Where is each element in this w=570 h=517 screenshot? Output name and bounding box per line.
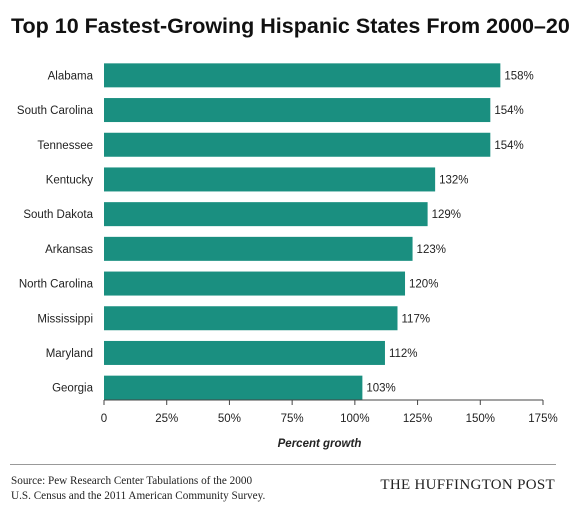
bar-maryland bbox=[104, 340, 385, 365]
data-label: 112% bbox=[389, 348, 418, 360]
data-label: 129% bbox=[432, 209, 461, 221]
chart-footer: Source: Pew Research Center Tabulations … bbox=[0, 452, 570, 517]
bar-tennessee bbox=[104, 132, 491, 157]
x-tick-label: 50% bbox=[218, 413, 241, 425]
data-label: 123% bbox=[417, 244, 446, 256]
data-label: 103% bbox=[366, 383, 395, 395]
data-label: 154% bbox=[494, 140, 523, 152]
source-note: Source: Pew Research Center Tabulations … bbox=[11, 474, 331, 504]
category-label: South Carolina bbox=[17, 105, 94, 117]
footer-divider bbox=[10, 464, 556, 465]
category-label: Alabama bbox=[48, 70, 94, 82]
category-label: Arkansas bbox=[45, 244, 93, 256]
x-tick-label: 0 bbox=[101, 413, 107, 425]
bar-arkansas bbox=[104, 236, 413, 261]
category-label: Tennessee bbox=[37, 140, 93, 152]
data-label: 154% bbox=[494, 105, 523, 117]
data-label: 132% bbox=[439, 174, 468, 186]
data-label: 158% bbox=[504, 70, 533, 82]
data-label: 120% bbox=[409, 279, 438, 291]
data-label: 117% bbox=[402, 313, 431, 325]
bar-georgia bbox=[104, 375, 363, 400]
category-label: Mississippi bbox=[37, 313, 93, 325]
x-tick-label: 175% bbox=[528, 413, 557, 425]
publisher-logo: THE HUFFINGTON POST bbox=[380, 477, 555, 493]
x-axis-title: Percent growth bbox=[278, 438, 362, 450]
x-tick-label: 150% bbox=[466, 413, 495, 425]
category-label: Kentucky bbox=[46, 174, 94, 186]
category-label: North Carolina bbox=[19, 279, 94, 291]
bar-south-dakota bbox=[104, 202, 428, 227]
x-tick-label: 100% bbox=[340, 413, 369, 425]
category-label: Georgia bbox=[52, 383, 94, 395]
x-tick-label: 25% bbox=[155, 413, 178, 425]
bar-mississippi bbox=[104, 306, 398, 331]
chart-title: Top 10 Fastest-Growing Hispanic States F… bbox=[11, 14, 570, 38]
bar-south-carolina bbox=[104, 98, 491, 123]
bar-kentucky bbox=[104, 167, 436, 192]
category-label: Maryland bbox=[46, 348, 93, 360]
x-tick-label: 125% bbox=[403, 413, 432, 425]
x-tick-label: 75% bbox=[281, 413, 304, 425]
bar-alabama bbox=[104, 63, 501, 88]
bar-north-carolina bbox=[104, 271, 406, 296]
category-label: South Dakota bbox=[23, 209, 93, 221]
source-line-2: U.S. Census and the 2011 American Commun… bbox=[11, 490, 266, 502]
source-line-1: Source: Pew Research Center Tabulations … bbox=[11, 475, 253, 487]
bar-chart: Alabama 158% South Carolina 154% Tennessee 15… bbox=[17, 63, 558, 450]
